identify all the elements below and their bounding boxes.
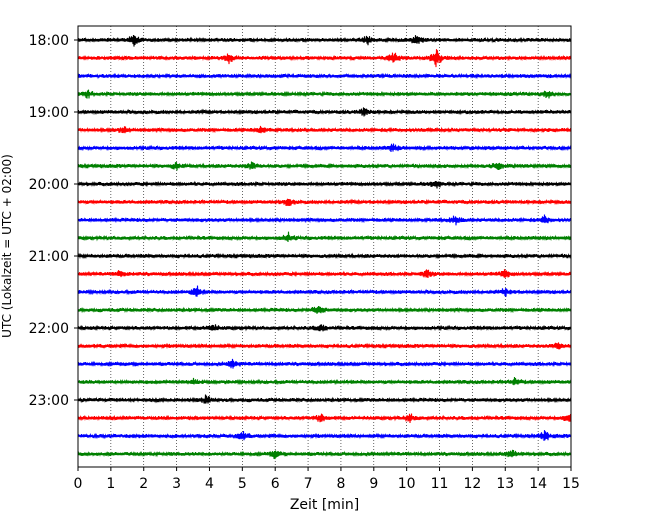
trace-row <box>77 252 572 260</box>
trace-row <box>77 125 572 134</box>
plot-frame <box>77 25 572 468</box>
x-axis: 0 1 2 3 4 5 6 7 8 9 10 11 12 13 14 15 <box>74 467 580 492</box>
y-tick-label: 23:00 <box>29 393 69 409</box>
trace-row <box>77 49 572 68</box>
trace-row <box>77 377 572 386</box>
trace-row <box>77 89 572 99</box>
x-tick-label: 3 <box>172 476 181 492</box>
y-axis: 18:00 19:00 20:00 21:00 22:00 23:00 <box>29 33 78 409</box>
trace-row <box>77 143 572 153</box>
trace-row <box>77 342 572 350</box>
x-tick-label: 12 <box>463 476 481 492</box>
x-axis-label: Zeit [min] <box>290 497 359 513</box>
trace-row <box>77 214 572 226</box>
trace-row <box>77 107 572 117</box>
trace-row <box>77 198 572 207</box>
x-tick-label: 14 <box>529 476 547 492</box>
trace-row <box>77 35 572 47</box>
trace-row <box>77 324 572 332</box>
x-tick-label: 15 <box>562 476 580 492</box>
x-tick-label: 1 <box>106 476 115 492</box>
x-tick-label: 5 <box>238 476 247 492</box>
trace-row <box>77 285 572 297</box>
trace-row <box>77 358 572 369</box>
x-tick-label: 11 <box>431 476 449 492</box>
x-tick-label: 7 <box>304 476 313 492</box>
trace-row <box>77 72 572 80</box>
trace-row <box>77 180 572 189</box>
x-tick-label: 13 <box>496 476 514 492</box>
trace-row <box>77 269 572 278</box>
y-tick-label: 21:00 <box>29 249 69 265</box>
x-tick-label: 8 <box>336 476 345 492</box>
x-tick-label: 6 <box>271 476 280 492</box>
trace-row <box>77 231 572 243</box>
x-tick-label: 0 <box>74 476 83 492</box>
y-tick-label: 18:00 <box>29 33 69 49</box>
trace-row <box>77 413 572 424</box>
x-tick-label: 2 <box>139 476 148 492</box>
trace-row <box>77 430 572 441</box>
trace-row <box>77 306 572 314</box>
y-tick-label: 20:00 <box>29 177 69 193</box>
y-tick-label: 19:00 <box>29 105 69 121</box>
trace-row <box>77 449 572 460</box>
trace-row <box>77 161 572 171</box>
x-tick-label: 9 <box>369 476 378 492</box>
x-tick-label: 10 <box>398 476 416 492</box>
seismogram-traces <box>77 35 572 460</box>
y-axis-label: UTC (Lokalzeit = UTC + 02:00) <box>0 154 14 338</box>
trace-row <box>77 394 572 404</box>
y-tick-label: 22:00 <box>29 321 69 337</box>
x-tick-label: 4 <box>205 476 214 492</box>
